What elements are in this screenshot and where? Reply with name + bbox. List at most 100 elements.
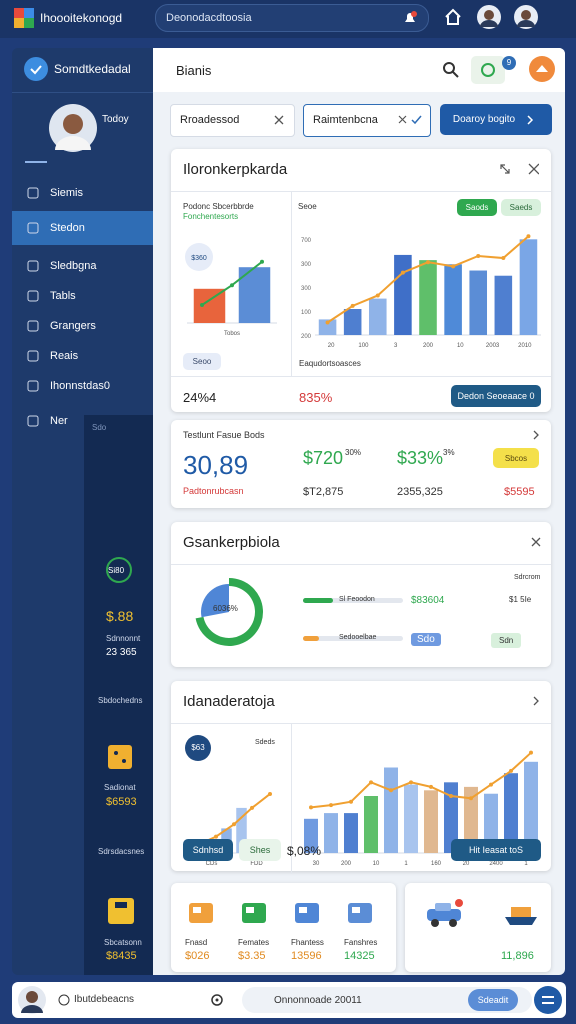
nav-item[interactable]: Grangers [12, 309, 153, 343]
bar [519, 239, 538, 335]
x-label: 20 [328, 343, 335, 349]
search-icon[interactable] [443, 62, 459, 78]
nav-item[interactable]: Tabls [12, 279, 153, 313]
nav-item[interactable]: Ihonnstdas0 [12, 369, 153, 403]
y-label: 100 [301, 310, 312, 316]
line-point [489, 782, 493, 787]
divider [25, 161, 47, 163]
ring-label: Si80 [108, 566, 125, 575]
value: $33% [397, 448, 444, 468]
item-value: $3.35 [238, 950, 266, 962]
row-value: $83604 [411, 595, 445, 606]
line-point [409, 780, 413, 785]
line-point [349, 799, 353, 804]
divider [171, 191, 551, 192]
line-point [230, 283, 234, 288]
legend-item[interactable]: Saeds [501, 199, 541, 216]
donut-segment [201, 584, 229, 618]
sub-value: 2355,325 [397, 486, 443, 498]
filter-action[interactable]: Doaroy bogito [440, 104, 552, 135]
nav-item[interactable]: Stedon [12, 211, 153, 245]
bar [469, 270, 488, 335]
bell-icon[interactable] [402, 10, 418, 26]
nav-item[interactable]: Ner [12, 404, 153, 438]
bar [504, 773, 518, 853]
nav-icon [27, 260, 39, 272]
ring [106, 557, 132, 583]
filter-label: Raimtenbcna [313, 114, 378, 126]
y-label: 700 [301, 238, 312, 244]
donut-label: 6036% [213, 604, 238, 613]
bar [364, 796, 378, 853]
close-icon[interactable] [531, 537, 541, 547]
search-text: Deonodacdtoosia [166, 12, 252, 24]
line-point [476, 253, 481, 258]
bar [394, 254, 412, 335]
filter[interactable]: Raimtenbcna [303, 104, 431, 137]
status-button[interactable] [471, 56, 505, 84]
progress-fill [303, 636, 319, 641]
chart-button[interactable]: Seoo [183, 353, 221, 370]
row-value: Sdo [411, 633, 441, 646]
profile-icon[interactable] [529, 56, 555, 82]
x-label: 3 [394, 343, 398, 349]
card-title: Idanaderatoja [183, 693, 275, 710]
widget-icon [108, 898, 134, 924]
nav-icon [27, 290, 39, 302]
clear-icon[interactable] [274, 115, 284, 125]
x-label: CDs [206, 861, 218, 867]
chart-caption: Eaqudortsoasces [299, 359, 361, 368]
chevron[interactable] [531, 696, 541, 706]
line-point [200, 303, 204, 307]
x-label: 10 [457, 343, 464, 349]
main-chart: 700 300 300 100 200 20 100 3 200 10 2003 2010 [301, 234, 541, 349]
icon-shape [27, 380, 39, 392]
line-point [449, 794, 453, 798]
search-button[interactable]: Sdeadit [468, 989, 518, 1011]
x-label: 160 [431, 861, 442, 867]
big-label: Padtonrubcasn [183, 486, 244, 496]
row-label: Sl Feoodon [339, 596, 375, 603]
avatar[interactable] [514, 5, 538, 29]
stat: $,08% [287, 844, 322, 858]
filter[interactable]: Rroadessod [170, 104, 295, 137]
nav-item[interactable]: Reais [12, 339, 153, 373]
line-point [260, 259, 264, 264]
bar [404, 784, 418, 853]
bottom-search[interactable]: Onnonnoade 20011 Sdeadit [242, 987, 532, 1013]
nav-item[interactable]: Siemis [12, 176, 153, 210]
line-point [309, 805, 313, 810]
widget-icon [108, 745, 132, 769]
card-corner: Sdrcrom [514, 574, 541, 581]
nav-label: Reais [50, 350, 79, 362]
menu-button[interactable] [534, 986, 562, 1014]
settings-icon[interactable] [210, 993, 224, 1007]
x-label: Tobos [224, 331, 240, 337]
line-point [400, 270, 405, 275]
card-button[interactable]: Hit Ieasat toS [451, 839, 541, 861]
item-value: 14325 [344, 950, 375, 962]
small-chart: Tobos $360 [185, 243, 277, 337]
item-icon [348, 903, 372, 923]
card-controls[interactable] [499, 163, 539, 175]
card-title: Iloronkerpkarda [183, 161, 288, 178]
main-title: Bianis [176, 63, 212, 78]
nav-icon [27, 222, 39, 234]
legend-item[interactable]: Saods [457, 199, 497, 216]
nav-item[interactable]: Sledbgna [12, 249, 153, 283]
avatar[interactable] [18, 986, 46, 1014]
clock-icon [58, 994, 70, 1006]
card-button[interactable]: Dedon Seoeaace 0 [451, 385, 541, 407]
chevron[interactable] [531, 430, 541, 440]
chip[interactable]: Sdnhsd [183, 839, 233, 861]
donut-chart [195, 578, 263, 646]
line-point [369, 780, 373, 785]
chip[interactable]: Shes [239, 839, 281, 861]
avatar[interactable] [477, 5, 501, 29]
search-box[interactable]: Deonodacdtoosia [155, 4, 429, 32]
sidebar: Somdtkedadal Todoy Siemis Stedon Sledbgna T… [12, 48, 153, 975]
nav-label: Grangers [50, 320, 96, 332]
bar [344, 813, 358, 853]
home-icon[interactable] [444, 8, 462, 26]
